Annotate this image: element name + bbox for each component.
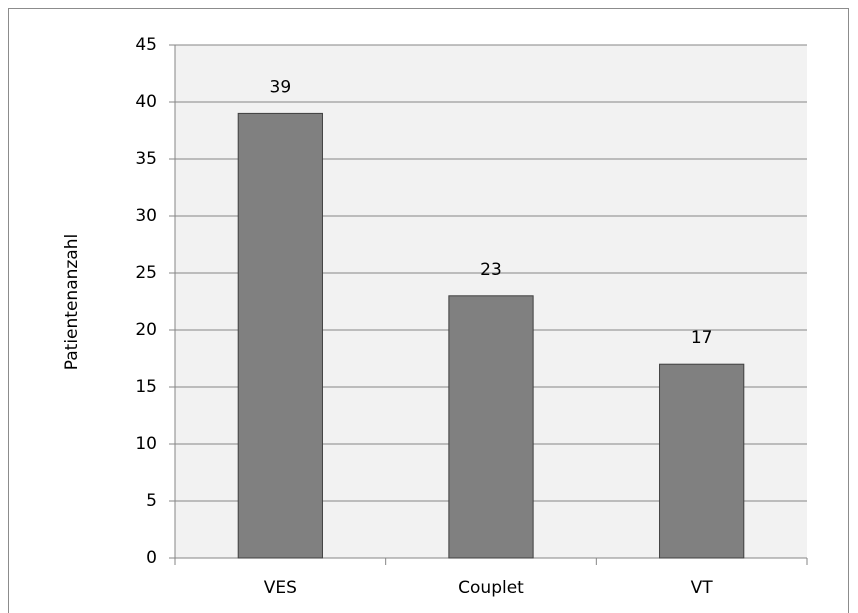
y-tick-label: 45: [135, 35, 157, 55]
data-label: 17: [691, 328, 713, 348]
y-tick-label: 5: [146, 491, 157, 511]
y-axis-label: Patientenanzahl: [62, 234, 82, 370]
x-tick-label: VES: [264, 578, 297, 598]
y-tick-label: 30: [135, 206, 157, 226]
y-tick-label: 10: [135, 434, 157, 454]
y-tick-label: 25: [135, 263, 157, 283]
bar: [659, 363, 745, 559]
bar: [448, 295, 534, 559]
bar: [237, 112, 323, 559]
y-tick-label: 35: [135, 149, 157, 169]
x-tick-label: VT: [691, 578, 714, 598]
data-label: 39: [270, 77, 292, 97]
y-tick-label: 40: [135, 92, 157, 112]
data-label: 23: [480, 260, 502, 280]
y-tick-label: 20: [135, 320, 157, 340]
y-tick-label: 15: [135, 377, 157, 397]
y-tick-label: 0: [146, 548, 157, 568]
x-tick-label: Couplet: [458, 578, 524, 598]
